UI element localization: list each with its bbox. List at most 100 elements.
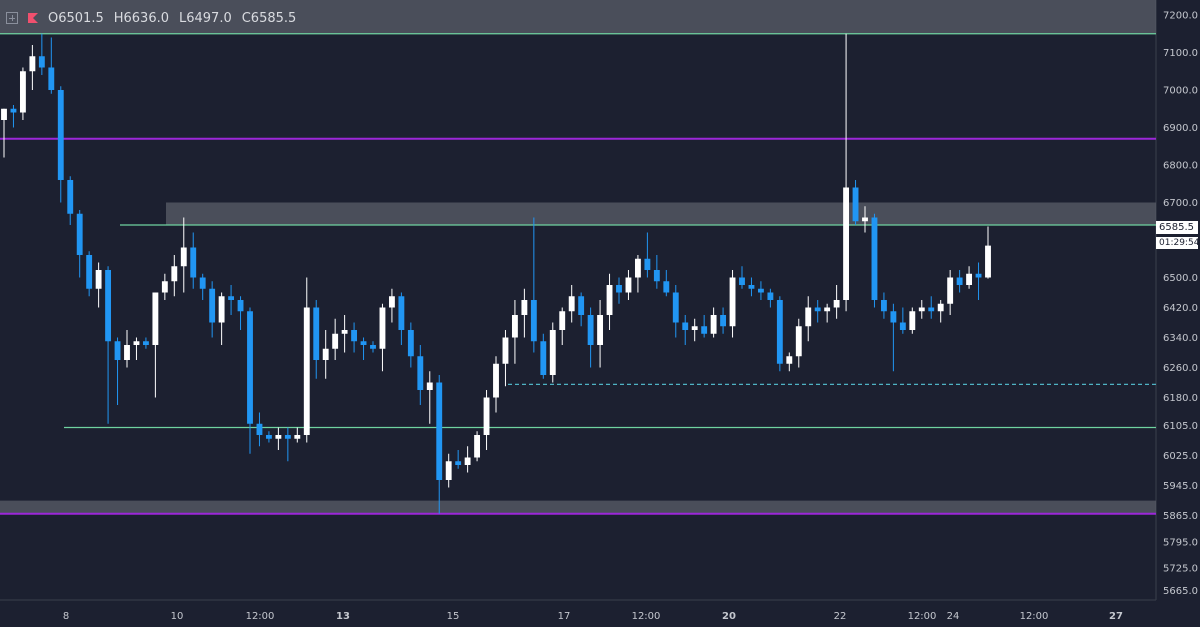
candle-73 <box>691 318 698 342</box>
last-price-tag: 6585.5 <box>1156 221 1198 234</box>
ohlc-open: O6501.5 <box>48 10 104 26</box>
candle-71 <box>672 285 679 338</box>
candle-body <box>691 326 698 330</box>
candle-86 <box>814 300 821 323</box>
candle-104 <box>985 226 991 279</box>
candle-15 <box>142 337 149 349</box>
candle-body <box>142 341 149 345</box>
candle-body <box>776 300 783 364</box>
candle-7 <box>67 176 74 225</box>
candle-body <box>57 90 64 180</box>
candle-body <box>341 330 348 334</box>
candle-body <box>757 288 764 293</box>
time-tick-label: 15 <box>447 611 460 622</box>
expand-icon[interactable] <box>6 12 18 24</box>
candle-85 <box>805 296 812 342</box>
price-tick-label: 5795.0 <box>1163 537 1198 548</box>
candle-76 <box>720 307 727 334</box>
candle-body <box>918 307 925 312</box>
candle-52 <box>493 356 499 413</box>
candle-body <box>824 307 831 312</box>
time-tick-label: 13 <box>336 611 350 622</box>
candle-94 <box>890 303 897 372</box>
candle-13 <box>124 330 130 368</box>
candle-29 <box>275 427 282 450</box>
candle-body <box>1 108 7 120</box>
candle-body <box>985 245 991 278</box>
candle-93 <box>880 292 887 319</box>
candle-50 <box>474 431 481 462</box>
price-tick-label: 5865.0 <box>1163 511 1198 522</box>
price-tick-label: 6180.0 <box>1163 393 1198 404</box>
zone-2 <box>0 500 1156 514</box>
candle-body <box>710 315 717 334</box>
candle-body <box>530 300 537 342</box>
candle-36 <box>341 315 348 353</box>
candle-body <box>76 213 83 255</box>
candle-19 <box>180 217 187 293</box>
candle-body <box>199 277 206 289</box>
candle-96 <box>909 307 916 334</box>
candle-34 <box>322 330 329 379</box>
candle-39 <box>370 341 376 353</box>
candle-37 <box>351 322 358 353</box>
candle-body <box>502 337 509 364</box>
candle-32 <box>303 277 310 443</box>
candle-62 <box>587 307 594 368</box>
candle-80 <box>757 281 764 300</box>
candle-102 <box>966 266 973 289</box>
candle-body <box>464 457 471 465</box>
candle-body <box>843 187 850 300</box>
candle-body <box>852 187 859 222</box>
candle-66 <box>625 270 632 300</box>
candle-54 <box>511 300 518 364</box>
candle-33 <box>313 300 320 379</box>
price-tick-label: 6260.0 <box>1163 363 1198 374</box>
candle-17 <box>161 273 168 300</box>
candle-body <box>209 288 216 323</box>
candle-body <box>445 461 452 480</box>
candle-20 <box>190 232 197 289</box>
candle-24 <box>228 285 235 315</box>
candle-65 <box>616 277 622 304</box>
price-tick-label: 7200.0 <box>1163 11 1198 22</box>
candle-body <box>152 292 159 345</box>
candle-body <box>833 300 840 308</box>
candle-body <box>559 311 566 330</box>
candle-body <box>748 285 755 289</box>
price-tick-label: 5725.0 <box>1163 564 1198 575</box>
candle-89 <box>843 33 850 312</box>
candle-body <box>190 247 197 278</box>
candle-body <box>398 296 405 330</box>
candle-75 <box>710 307 717 338</box>
candle-45 <box>426 371 433 424</box>
candle-84 <box>795 318 802 368</box>
ohlc-close: C6585.5 <box>241 10 297 26</box>
flag-icon[interactable] <box>28 13 38 23</box>
price-axis[interactable] <box>1156 0 1200 627</box>
candle-body <box>265 435 272 439</box>
candle-12 <box>114 337 121 405</box>
candle-body <box>436 382 443 480</box>
candle-64 <box>606 273 613 330</box>
candle-body <box>909 311 916 330</box>
candle-body <box>86 255 93 289</box>
candle-21 <box>199 273 206 300</box>
candle-44 <box>417 345 424 405</box>
candle-body <box>370 345 376 349</box>
candle-23 <box>218 292 225 345</box>
candle-body <box>739 277 745 285</box>
candle-103 <box>975 262 982 300</box>
candle-body <box>701 326 708 334</box>
candle-5 <box>48 37 55 94</box>
price-tick-label: 5665.0 <box>1163 586 1198 597</box>
candle-body <box>890 311 897 323</box>
candle-38 <box>360 337 367 360</box>
candle-body <box>256 423 263 435</box>
candle-body <box>284 435 291 439</box>
time-tick-label: 22 <box>834 611 847 622</box>
candle-47 <box>445 453 452 488</box>
countdown-tag: 01:29:54 <box>1156 237 1199 249</box>
candle-body <box>275 435 282 439</box>
